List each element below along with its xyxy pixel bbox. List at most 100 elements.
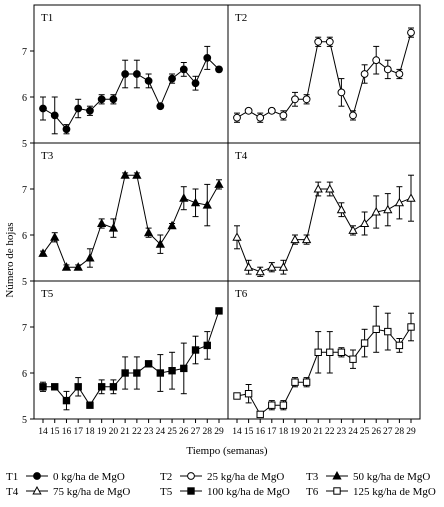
x-tick-label: 27 (191, 427, 201, 437)
panel-t4: T4 (227, 142, 421, 282)
y-tick-label: 5 (22, 415, 27, 426)
data-point (326, 348, 334, 357)
panel-frame (227, 280, 421, 420)
x-tick-label: 27 (383, 427, 393, 437)
data-point (314, 37, 323, 46)
legend-marker (187, 472, 195, 480)
legend-text: 50 kg/ha de MgO (353, 471, 430, 483)
panel-label: T5 (41, 288, 54, 300)
data-point (302, 378, 311, 386)
data-point (109, 95, 118, 104)
x-tick-label: 21 (313, 427, 323, 437)
legend-text: 0 kg/ha de MgO (53, 471, 125, 483)
y-tick-label: 6 (22, 231, 27, 242)
data-point (179, 193, 189, 202)
legend-item-t3: T3 50 kg/ha de MgO (306, 470, 430, 483)
legend-item-t4: T4 75 kg/ha de MgO (6, 485, 130, 498)
x-tick-label: 29 (214, 427, 224, 437)
x-tick-label: 28 (203, 427, 213, 437)
data-point (85, 252, 95, 262)
data-point (278, 262, 289, 271)
data-point (203, 54, 212, 62)
x-tick-label: 20 (109, 427, 119, 437)
data-point (202, 200, 212, 209)
x-tick-label: 16 (255, 427, 265, 437)
panel-frame (227, 4, 421, 144)
x-tick-label: 19 (97, 427, 107, 437)
data-point (50, 232, 60, 241)
data-point (301, 234, 312, 244)
legend-marker (332, 470, 342, 480)
y-tick-label: 5 (22, 139, 27, 150)
data-point (214, 179, 224, 188)
data-point (313, 183, 323, 193)
data-point (290, 234, 300, 244)
data-point (372, 56, 381, 65)
data-point (62, 396, 71, 405)
panel-t3: T3 5 6 7 (22, 142, 229, 288)
data-point (233, 392, 241, 400)
x-tick-label: 25 (360, 427, 370, 437)
legend-text: 25 kg/ha de MgO (207, 471, 284, 483)
legend-text: 100 kg/ha de MgO (207, 486, 290, 498)
panel-t2: T2 (227, 4, 421, 144)
panel-label: T4 (235, 150, 248, 162)
data-point (121, 70, 130, 78)
data-point (144, 360, 153, 368)
data-point (291, 95, 299, 104)
panel-t6: T6 14 15 16 17 18 19 20 21 22 23 24 25 26 27 28 29 (227, 280, 421, 437)
panel-t5: T5 5 6 7 14 15 16 17 18 19 20 21 22 23 24 25 26 27 28 29 (22, 280, 229, 437)
data-point (156, 102, 165, 111)
data-point (143, 227, 154, 237)
data-point (120, 170, 130, 179)
data-point (39, 104, 47, 113)
x-tick-label: 15 (244, 427, 254, 437)
data-point (360, 339, 369, 347)
data-point (180, 364, 188, 373)
x-tick-label: 23 (144, 427, 154, 437)
data-point (359, 218, 370, 227)
x-tick-label: 16 (62, 427, 72, 437)
data-point (168, 367, 176, 375)
data-point (371, 206, 381, 216)
data-point (244, 390, 253, 398)
data-point (383, 204, 393, 214)
series-line-t2 (236, 32, 412, 119)
data-point (372, 325, 380, 334)
data-point (395, 341, 404, 350)
x-tick-label: 20 (302, 427, 312, 437)
data-point (133, 369, 141, 377)
x-tick-label: 18 (85, 427, 95, 437)
data-point (314, 348, 322, 357)
legend-item-t1: T1 0 kg/ha de MgO (6, 471, 125, 483)
data-point (407, 323, 415, 331)
data-point (73, 262, 83, 271)
legend-marker (32, 485, 42, 495)
legend-label: T2 (160, 471, 172, 483)
legend-item-t5: T5 100 kg/ha de MgO (160, 486, 290, 498)
x-tick-label: 22 (132, 427, 142, 437)
data-point (156, 369, 165, 377)
data-point (337, 348, 346, 357)
y-tick-label: 6 (22, 93, 27, 104)
x-tick-label: 25 (167, 427, 177, 437)
data-point (349, 111, 357, 120)
data-point (38, 248, 48, 257)
data-point (167, 220, 177, 230)
legend-item-t2: T2 25 kg/ha de MgO (160, 471, 284, 483)
data-point (406, 193, 416, 202)
data-point (86, 106, 94, 115)
data-point (291, 378, 299, 386)
x-tick-label: 24 (348, 427, 358, 437)
data-point (203, 341, 211, 350)
data-point (39, 383, 47, 391)
legend-item-t6: T6 125 kg/ha de MgO (306, 486, 436, 498)
x-axis-label: Tiempo (semanas) (186, 445, 268, 457)
data-point (132, 70, 141, 78)
data-point (268, 401, 276, 409)
x-tick-label: 14 (38, 427, 48, 437)
series-line-t3 (42, 174, 220, 268)
x-tick-label: 14 (232, 427, 242, 437)
x-tick-label: 26 (179, 427, 189, 437)
